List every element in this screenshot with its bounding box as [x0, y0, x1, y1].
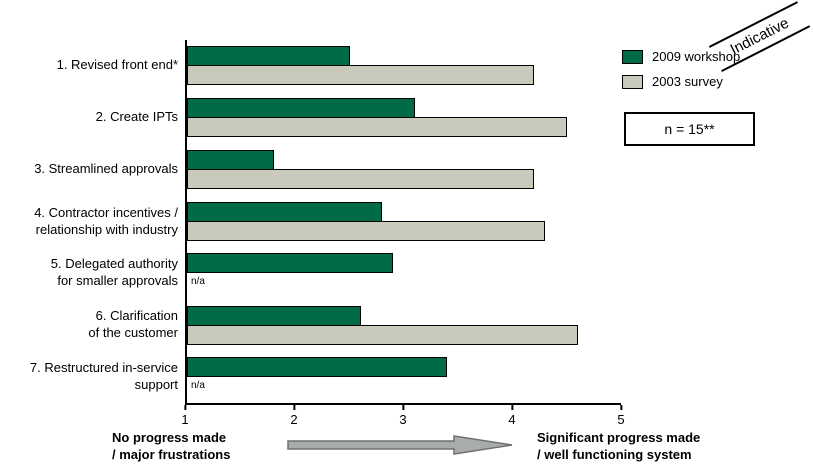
bar-rows: 1. Revised front end* 2. Create IPTs 3. St… [30, 40, 621, 403]
axis-right-caption: Significant progress made / well functio… [537, 430, 701, 462]
bar-2009-workshop [187, 305, 361, 326]
category-row: 1. Revised front end* [57, 40, 621, 92]
bar-2009-workshop [187, 150, 274, 171]
bar-2009-workshop [187, 253, 394, 274]
tick-mark [510, 405, 513, 410]
legend-item-2003-survey: 2003 survey [622, 74, 740, 89]
x-axis-tick: 5 [617, 405, 625, 427]
legend: 2009 workshop 2003 survey [622, 49, 740, 89]
tick-label: 3 [399, 412, 407, 427]
category-label: 5. Delegated authority for smaller appro… [50, 256, 178, 289]
bar-2003-survey [187, 169, 535, 190]
category-label: 4. Contractor incentives / relationship … [34, 204, 178, 237]
category-row: 5. Delegated authority for smaller appro… [51, 247, 621, 299]
legend-swatch-2003-survey [622, 74, 643, 89]
progress-arrow-icon [287, 435, 513, 455]
tick-mark [619, 405, 622, 410]
legend-item-2009-workshop: 2009 workshop [622, 49, 740, 64]
x-axis-tick: 1 [181, 405, 189, 427]
x-axis-tick: 4 [508, 405, 516, 427]
category-row: 2. Create IPTs [96, 92, 621, 144]
bar-group [187, 144, 621, 196]
tick-label: 5 [617, 412, 625, 427]
category-label: 7. Restructured in-service support [29, 360, 178, 393]
x-axis-tick: 3 [399, 405, 407, 427]
legend-label-2003-survey: 2003 survey [652, 74, 723, 89]
bar-group: n/a [187, 351, 621, 403]
bar-group: n/a [187, 247, 621, 299]
legend-swatch-2009-workshop [622, 49, 643, 64]
tick-mark [401, 405, 404, 410]
bar-2009-workshop [187, 98, 415, 119]
tick-label: 2 [290, 412, 298, 427]
bar-2009-workshop [187, 46, 350, 67]
na-label: n/a [191, 380, 205, 392]
na-label: n/a [191, 276, 205, 288]
category-row: 4. Contractor incentives / relationship … [34, 196, 621, 248]
bar-group [187, 299, 621, 351]
legend-label-2009-workshop: 2009 workshop [652, 49, 741, 64]
category-row: 7. Restructured in-service support n/a [30, 351, 621, 403]
axis-left-caption: No progress made / major frustrations [112, 430, 231, 462]
category-label: 2. Create IPTs [95, 109, 178, 125]
tick-mark [292, 405, 295, 410]
x-axis-tick: 2 [290, 405, 298, 427]
bar-2003-survey [187, 221, 546, 241]
category-label: 6. Clarification of the customer [88, 308, 178, 341]
tick-label: 1 [181, 412, 189, 427]
bar-2009-workshop [187, 357, 448, 378]
bar-2003-survey [187, 117, 567, 138]
category-row: 6. Clarification of the customer [88, 299, 621, 351]
category-label: 3. Streamlined approvals [34, 161, 178, 177]
category-label: 1. Revised front end* [56, 57, 178, 73]
plot-area: 1. Revised front end* 2. Create IPTs 3. St… [30, 40, 621, 405]
bar-2003-survey [187, 65, 535, 86]
sample-size-box: n = 15** [624, 112, 755, 146]
bar-group [187, 92, 621, 144]
tick-mark [183, 405, 186, 410]
category-row: 3. Streamlined approvals [34, 144, 621, 196]
bar-group [187, 196, 621, 248]
bar-2009-workshop [187, 202, 383, 222]
bar-2003-survey [187, 324, 578, 345]
bar-group [187, 40, 621, 92]
x-axis: 1 2 3 4 5 [181, 405, 625, 433]
tick-label: 4 [508, 412, 516, 427]
